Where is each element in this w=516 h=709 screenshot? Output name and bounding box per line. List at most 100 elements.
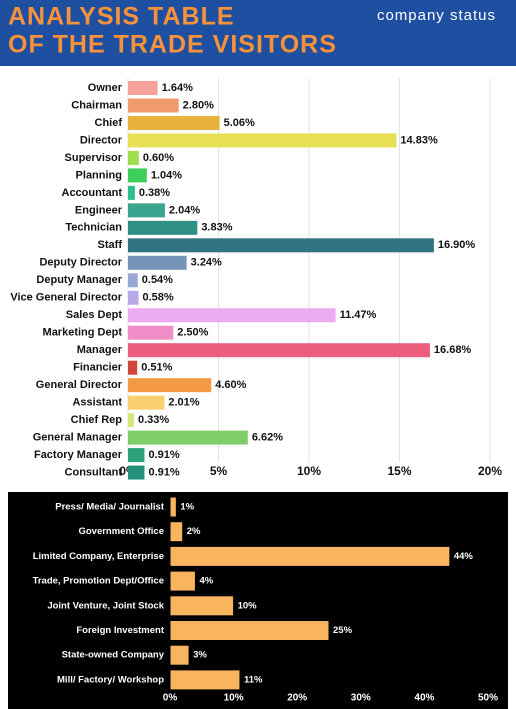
bar — [128, 115, 220, 130]
value-label: 0.58% — [142, 292, 173, 304]
value-label: 0.54% — [142, 274, 173, 286]
value-label: 4.60% — [215, 379, 246, 391]
value-label: 4% — [199, 576, 213, 587]
value-label: 2% — [187, 526, 201, 537]
x-tick-label: 20% — [478, 464, 502, 478]
bar — [128, 168, 147, 183]
value-label: 3.83% — [201, 222, 232, 234]
category-label: Assistant — [72, 397, 122, 409]
category-label: Press/ Media/ Journalist — [55, 502, 165, 513]
category-label: State-owned Company — [62, 650, 165, 661]
value-label: 0.91% — [148, 449, 179, 461]
value-label: 1.64% — [162, 82, 193, 94]
value-label: 5.06% — [224, 117, 255, 129]
value-label: 10% — [238, 600, 258, 611]
value-label: 0.91% — [148, 466, 179, 478]
title-line: ANALYSIS TABLE — [8, 3, 235, 31]
value-label: 14.83% — [400, 134, 438, 146]
bar — [169, 620, 330, 641]
category-label: Foreign Investment — [76, 625, 164, 636]
value-label: 0.60% — [143, 152, 174, 164]
bar — [128, 430, 248, 445]
bar — [128, 203, 165, 218]
bar — [128, 413, 134, 428]
x-tick-label: 50% — [478, 693, 498, 704]
bar — [128, 98, 179, 113]
category-label: Trade, Promotion Dept/Office — [33, 576, 164, 587]
header-band — [0, 0, 516, 66]
bar — [128, 238, 434, 253]
bar — [169, 521, 184, 543]
value-label: 3.24% — [191, 257, 222, 269]
x-tick-label: 20% — [287, 693, 307, 704]
category-label: Limited Company, Enterprise — [33, 551, 164, 562]
chart-panel — [8, 492, 508, 709]
bar — [169, 570, 196, 592]
value-label: 0.51% — [141, 362, 172, 374]
value-label: 44% — [454, 551, 474, 562]
value-label: 16.90% — [438, 239, 476, 251]
bar — [128, 220, 198, 235]
x-tick-label: 0% — [163, 693, 178, 704]
bar — [128, 360, 138, 375]
bar — [128, 150, 139, 165]
category-label: Owner — [88, 82, 123, 94]
value-label: 6.62% — [252, 432, 283, 444]
bar — [128, 465, 145, 480]
category-label: Supervisor — [65, 152, 123, 164]
value-label: 3% — [193, 650, 207, 661]
category-label: Accountant — [62, 187, 123, 199]
value-label: 2.50% — [177, 327, 208, 339]
bar — [128, 448, 145, 463]
x-tick-label: 10% — [297, 464, 321, 478]
bar — [128, 133, 397, 148]
category-label: Factory Manager — [34, 449, 123, 461]
bar — [128, 378, 212, 393]
value-label: 0.33% — [138, 414, 169, 426]
x-tick-label: 40% — [414, 693, 434, 704]
bar — [169, 545, 451, 567]
category-label: General Director — [36, 379, 123, 391]
value-label: 25% — [333, 625, 353, 636]
category-label: Sales Dept — [66, 309, 123, 321]
category-label: Chief Rep — [71, 414, 123, 426]
value-label: 2.04% — [169, 204, 200, 216]
value-label: 11% — [244, 674, 263, 685]
category-label: Deputy Director — [39, 257, 122, 269]
value-label: 2.80% — [183, 99, 214, 111]
bar — [169, 496, 177, 518]
bar — [128, 308, 336, 323]
bar — [128, 290, 139, 305]
x-tick-label: 15% — [387, 464, 411, 478]
title-line: OF THE TRADE VISITORS — [8, 31, 337, 59]
bar — [128, 395, 165, 410]
category-label: General Manager — [33, 432, 123, 444]
category-label: Planning — [76, 169, 122, 181]
bar — [128, 325, 174, 340]
category-label: Financier — [73, 362, 123, 374]
bar — [128, 343, 430, 358]
x-tick-label: 10% — [224, 693, 244, 704]
category-label: Chairman — [71, 99, 122, 111]
category-label: Vice General Director — [10, 292, 122, 304]
category-label: Technician — [65, 222, 122, 234]
category-label: Manager — [77, 344, 123, 356]
value-label: 2.01% — [168, 397, 199, 409]
bar — [169, 595, 235, 617]
value-label: 1.04% — [151, 169, 182, 181]
category-label: Staff — [98, 239, 123, 251]
value-label: 16.68% — [434, 344, 472, 356]
category-label: Deputy Manager — [36, 274, 122, 286]
bar — [169, 669, 241, 691]
value-label: 11.47% — [340, 309, 377, 321]
category-label: Joint Venture, Joint Stock — [47, 600, 164, 611]
category-label: Chief — [95, 117, 123, 129]
category-label: Mill/ Factory/ Workshop — [57, 674, 164, 685]
category-label: Marketing Dept — [43, 327, 123, 339]
subtitle: company status — [377, 7, 496, 24]
value-label: 0.38% — [139, 187, 170, 199]
category-label: Government Office — [78, 526, 164, 537]
category-label: Director — [80, 134, 123, 146]
x-tick-label: 30% — [351, 693, 371, 704]
